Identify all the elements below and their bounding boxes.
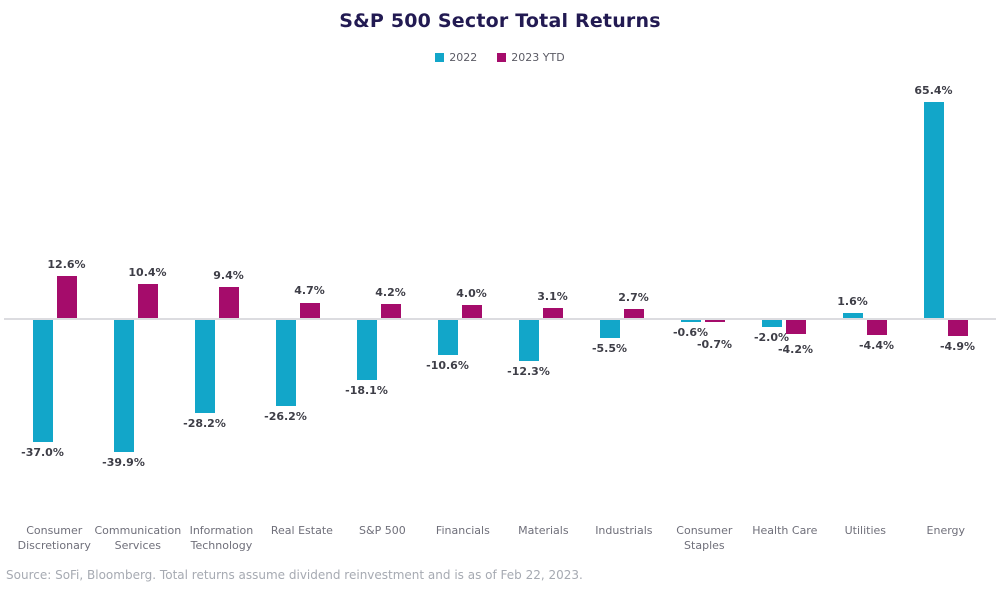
bar-2022 [32, 320, 53, 443]
value-label: -39.9% [102, 455, 145, 469]
category-axis: Consumer Discretionary Communication Serv… [14, 524, 986, 553]
value-label: -0.6% [672, 326, 709, 339]
bar-2023-ytd [623, 309, 644, 318]
legend-item-2023-ytd: 2023 YTD [497, 51, 565, 64]
value-label: -18.1% [345, 383, 388, 397]
value-label: -0.7% [696, 338, 733, 351]
bar-2022 [842, 312, 863, 318]
bar-2023-ytd [866, 320, 887, 335]
bar-group: -10.6% 4.0% [419, 0, 500, 520]
value-label: 1.6% [837, 294, 868, 308]
category-label: S&P 500 [359, 524, 406, 537]
category-label: Real Estate [270, 524, 333, 537]
category-label: Materials [518, 524, 569, 537]
value-label: -28.2% [183, 417, 226, 431]
value-label: 2.7% [618, 291, 649, 305]
value-label: -4.4% [858, 338, 895, 352]
value-label: 4.0% [456, 286, 487, 300]
bar-group: 1.6% -4.4% [824, 0, 905, 520]
bar-2023-ytd [380, 304, 401, 318]
bar-2022 [923, 102, 944, 318]
value-label: 4.7% [294, 284, 325, 298]
value-label: 12.6% [47, 258, 86, 272]
value-label: 9.4% [213, 268, 244, 282]
legend-swatch-2023-ytd [497, 53, 507, 62]
legend-label-2022: 2022 [449, 51, 478, 64]
value-label: 3.1% [537, 289, 568, 303]
category-label: Energy [926, 524, 966, 537]
value-label: 10.4% [128, 265, 167, 279]
value-label: -26.2% [264, 410, 307, 424]
bar-2023-ytd [785, 320, 806, 334]
bar-2022 [518, 320, 539, 361]
bar-2023-ytd [137, 283, 158, 318]
value-label: -4.9% [939, 340, 976, 354]
bar-2022 [761, 320, 782, 327]
bar-2022 [113, 320, 134, 452]
category-label: Consumer Staples [676, 524, 733, 552]
bar-group: -39.9% 10.4% [95, 0, 176, 520]
bar-2022 [275, 320, 296, 407]
value-label: -10.6% [426, 358, 469, 372]
bar-group: -12.3% 3.1% [500, 0, 581, 520]
bar-2023-ytd [299, 302, 320, 318]
bar-2023-ytd [704, 320, 725, 323]
bar-groups: -37.0% 12.6% -39.9% 10.4% -28.2% 9.4% -26.2% 4.… [14, 0, 986, 520]
category-label: Utilities [844, 524, 886, 537]
category-label: Communication Services [94, 524, 182, 552]
bar-2022 [194, 320, 215, 414]
value-label: -2.0% [753, 330, 790, 344]
bar-group: -26.2% 4.7% [257, 0, 338, 520]
bar-group: -18.1% 4.2% [338, 0, 419, 520]
category-label: Information Technology [189, 524, 254, 552]
value-label: -4.2% [777, 342, 814, 356]
bar-2023-ytd [542, 307, 563, 318]
bar-group: 65.4% -4.9% [905, 0, 986, 520]
bar-2023-ytd [947, 320, 968, 337]
bar-group: -37.0% 12.6% [14, 0, 95, 520]
plot-area: -37.0% 12.6% -39.9% 10.4% -28.2% 9.4% -26.2% 4.… [4, 0, 996, 520]
bar-group: -2.0% -4.2% [743, 0, 824, 520]
category-label: Health Care [752, 524, 818, 537]
legend: 2022 2023 YTD [0, 51, 1000, 64]
legend-label-2023-ytd: 2023 YTD [511, 51, 565, 64]
bar-2023-ytd [56, 276, 77, 318]
bar-group: -5.5% 2.7% [581, 0, 662, 520]
bar-group: -28.2% 9.4% [176, 0, 257, 520]
value-label: -12.3% [507, 364, 550, 378]
value-label: -37.0% [21, 446, 64, 460]
bar-2022 [680, 320, 701, 322]
chart-title: S&P 500 Sector Total Returns [339, 10, 661, 32]
category-label: Consumer Discretionary [17, 524, 91, 552]
bar-2022 [437, 320, 458, 355]
bar-2022 [356, 320, 377, 380]
bar-2022 [599, 320, 620, 339]
value-label: 4.2% [375, 286, 406, 300]
bar-2023-ytd [461, 304, 482, 318]
bar-group: -0.6% -0.7% [662, 0, 743, 520]
source-note: Source: SoFi, Bloomberg. Total returns a… [6, 568, 583, 582]
bar-2023-ytd [218, 286, 239, 318]
x-axis-line [4, 318, 996, 320]
legend-swatch-2022 [435, 53, 445, 62]
category-label: Financials [435, 524, 490, 537]
category-label: Industrials [595, 524, 653, 537]
legend-item-2022: 2022 [435, 51, 477, 64]
value-label: -5.5% [591, 342, 628, 356]
value-label: 65.4% [914, 84, 953, 98]
